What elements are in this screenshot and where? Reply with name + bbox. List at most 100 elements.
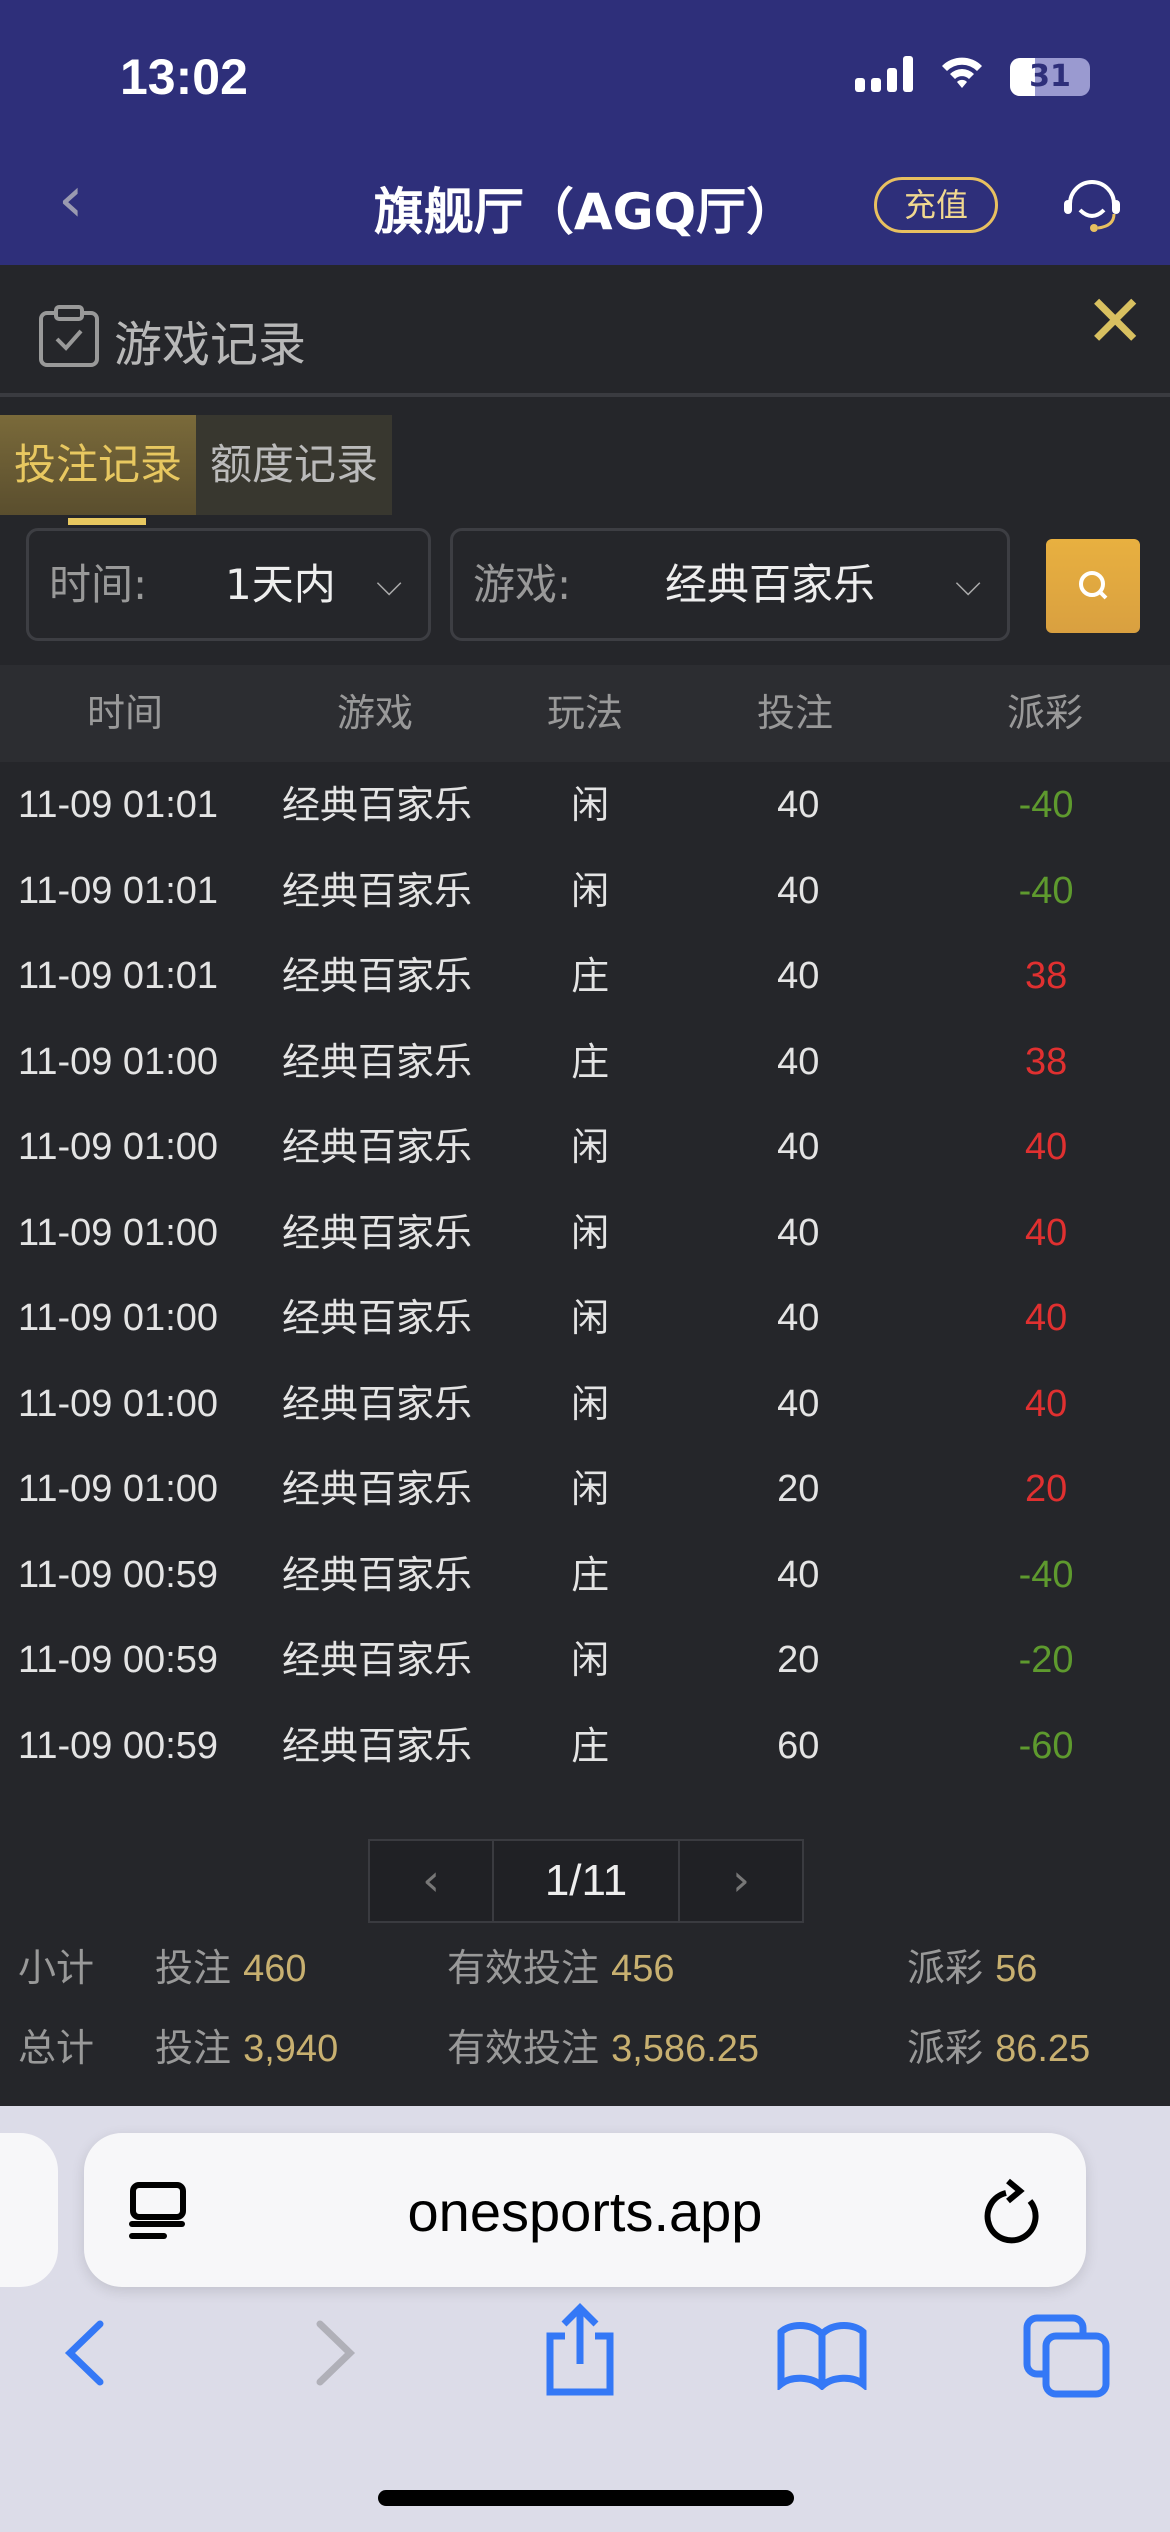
row-payout: 20 [1024, 1468, 1068, 1510]
row-bet: 20 [777, 1468, 820, 1510]
table-row: 11-09 01:01 经典百家乐 庄 40 38 [0, 934, 1170, 1020]
subtotal-label: 小计 [18, 1946, 95, 1990]
game-filter-label: 游戏: [473, 560, 572, 609]
chevron-down-icon: ⌵ [376, 564, 402, 604]
row-game: 经典百家乐 [281, 868, 472, 913]
battery-level: 31 [1029, 59, 1071, 94]
search-button[interactable] [1046, 539, 1140, 633]
page-indicator: 1/11 [492, 1841, 680, 1921]
table-row: 11-09 01:00 经典百家乐 闲 40 40 [0, 1276, 1170, 1362]
next-page-button[interactable]: › [680, 1841, 802, 1921]
back-button[interactable]: ‹ [58, 163, 84, 237]
status-time: 13:02 [120, 49, 248, 105]
reload-icon[interactable] [984, 2177, 1048, 2247]
row-game: 经典百家乐 [281, 1210, 472, 1255]
payout-label: 派彩 [907, 2026, 984, 2070]
row-time: 11-09 01:00 [18, 1040, 219, 1083]
modal-title: 游戏记录 [114, 317, 307, 373]
col-play: 玩法 [546, 691, 623, 735]
game-record-modal: 游戏记录 ✕ 投注记录 额度记录 时间: 1天内 ⌵ 游戏: 经典百家乐 ⌵ 时… [0, 265, 1170, 2106]
row-bet: 60 [777, 1724, 820, 1767]
row-game: 经典百家乐 [281, 783, 472, 827]
row-play: 闲 [571, 1125, 610, 1169]
row-time: 11-09 01:00 [18, 1468, 219, 1510]
row-time: 11-09 00:59 [18, 1724, 219, 1767]
row-payout: 38 [1024, 955, 1068, 997]
page-title: 旗舰厅（AGQ厅） [373, 183, 797, 241]
total-row: 总计 投注 3,940 有效投注 3,586.25 派彩 86.25 [0, 2018, 1170, 2078]
prev-page-button[interactable]: ‹ [370, 1841, 492, 1921]
clipboard-check-icon [39, 305, 99, 367]
browser-back-icon[interactable] [60, 2318, 110, 2388]
row-bet: 40 [777, 1040, 820, 1083]
valid-bet-label: 有效投注 [447, 1946, 600, 1990]
pagination: ‹ 1/11 › [368, 1839, 804, 1923]
row-payout: 40 [1024, 1211, 1068, 1254]
bet-label: 投注 [155, 1946, 232, 1990]
row-time: 11-09 01:00 [18, 1211, 219, 1254]
tab-bet-records[interactable]: 投注记录 [0, 415, 197, 525]
row-time: 11-09 01:00 [18, 1126, 219, 1168]
close-icon[interactable]: ✕ [1085, 279, 1146, 363]
game-filter-select[interactable]: 游戏: 经典百家乐 ⌵ [450, 528, 1010, 641]
table-header: 时间 游戏 玩法 投注 派彩 [0, 665, 1170, 762]
row-play: 庄 [571, 1552, 610, 1597]
table-row: 11-09 01:00 经典百家乐 闲 40 40 [0, 1362, 1170, 1448]
payout-label: 派彩 [907, 1946, 984, 1990]
table-body: 11-09 01:01 经典百家乐闲 40 -40 11-09 01:01 经典百家乐闲 4… [0, 763, 1170, 1789]
row-bet: 40 [777, 1553, 820, 1596]
row-time: 11-09 00:59 [18, 1553, 219, 1596]
wifi-icon [938, 52, 986, 102]
row-play: 庄 [571, 954, 610, 998]
row-game: 经典百家乐 [281, 1638, 472, 1682]
total-payout: 86.25 [995, 2028, 1091, 2070]
total-valid-bet: 3,586.25 [611, 2028, 760, 2070]
table-row: 11-09 01:01 经典百家乐 闲 40 -40 [0, 849, 1170, 935]
row-bet: 40 [777, 1126, 820, 1168]
row-payout: -60 [1018, 1724, 1074, 1767]
previous-tab-preview[interactable] [0, 2133, 58, 2287]
row-payout: 40 [1024, 1126, 1068, 1168]
address-bar[interactable]: onesports.app [84, 2133, 1086, 2287]
col-game: 游戏 [336, 691, 413, 735]
row-game: 经典百家乐 [281, 1381, 472, 1426]
row-time: 11-09 01:01 [18, 784, 219, 826]
row-game: 经典百家乐 [281, 1552, 472, 1597]
col-time: 时间 [86, 691, 163, 735]
tab-credit-records[interactable]: 额度记录 [196, 415, 393, 515]
share-icon[interactable] [540, 2300, 620, 2400]
battery-icon: 31 [1010, 58, 1090, 96]
col-payout: 派彩 [1006, 691, 1083, 735]
row-play: 庄 [571, 1723, 610, 1768]
row-payout: -40 [1018, 1553, 1074, 1596]
row-game: 经典百家乐 [281, 1296, 472, 1340]
recharge-button[interactable]: 充值 [874, 177, 998, 233]
home-indicator [378, 2490, 794, 2506]
row-bet: 40 [777, 955, 820, 997]
time-filter-label: 时间: [49, 560, 148, 609]
row-bet: 40 [777, 1382, 820, 1425]
row-play: 闲 [571, 1467, 610, 1511]
row-play: 闲 [571, 1210, 610, 1255]
row-play: 闲 [571, 1381, 610, 1426]
time-filter-select[interactable]: 时间: 1天内 ⌵ [26, 528, 431, 641]
table-row: 11-09 01:01 经典百家乐 闲 40 -40 [0, 763, 1170, 849]
row-payout: -40 [1018, 784, 1074, 826]
row-time: 11-09 01:01 [18, 869, 219, 912]
search-icon [1079, 571, 1108, 600]
tabs-icon[interactable] [1022, 2314, 1112, 2398]
valid-bet-label: 有效投注 [447, 2026, 600, 2070]
row-play: 闲 [571, 1296, 610, 1340]
bookmarks-icon[interactable] [775, 2320, 869, 2390]
record-tabs: 投注记录 额度记录 [0, 415, 393, 525]
table-row: 11-09 00:59 经典百家乐 庄 40 -40 [0, 1533, 1170, 1619]
row-bet: 40 [777, 869, 820, 912]
table-row: 11-09 01:00 经典百家乐 闲 40 40 [0, 1105, 1170, 1191]
browser-forward-icon[interactable] [310, 2318, 360, 2388]
total-bet: 3,940 [243, 2028, 339, 2070]
row-game: 经典百家乐 [281, 954, 472, 998]
row-payout: 40 [1024, 1297, 1068, 1339]
customer-service-icon[interactable] [1060, 170, 1124, 234]
row-play: 闲 [571, 868, 610, 913]
reader-mode-icon[interactable] [129, 2181, 189, 2241]
